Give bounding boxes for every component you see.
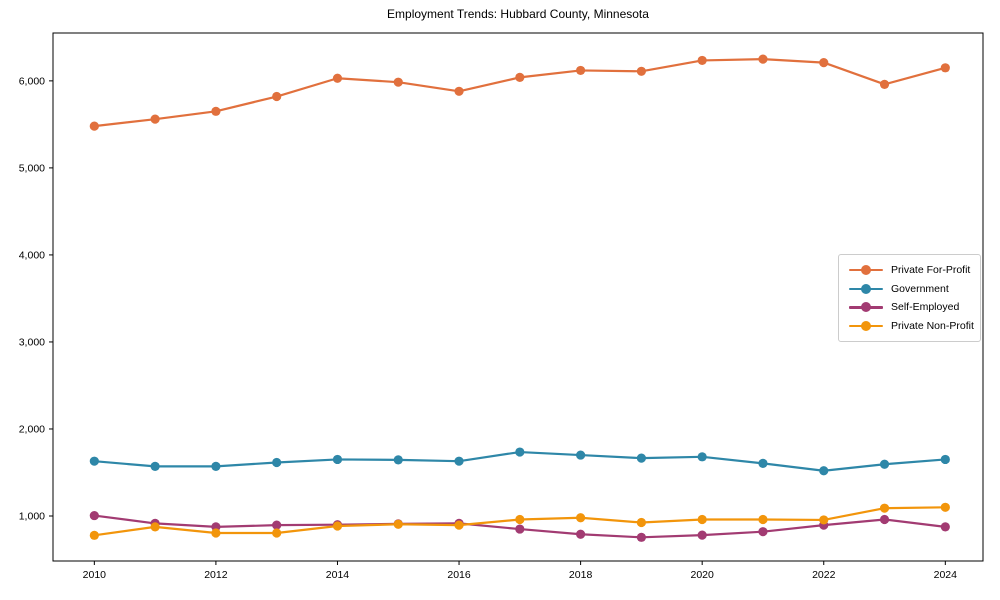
series-marker-private-non-profit: [879, 503, 890, 513]
series-marker-government: [879, 459, 890, 469]
series-marker-government: [636, 453, 646, 463]
y-tick-label: 4,000: [19, 249, 45, 261]
series-marker-private-non-profit: [819, 515, 829, 525]
legend-label: Private Non-Profit: [891, 319, 974, 332]
legend-marker-icon: [849, 265, 883, 275]
series-marker-private-for-profit: [636, 66, 646, 76]
series-marker-government: [576, 450, 586, 460]
series-line-private-for-profit: [93, 58, 947, 128]
series-marker-private-non-profit: [697, 514, 707, 525]
x-tick-label: 2010: [83, 569, 107, 581]
series-marker-private-for-profit: [940, 63, 950, 73]
series-marker-self-employed: [515, 524, 525, 534]
y-tick-label: 5,000: [19, 162, 45, 174]
legend-item-private-for-profit: Private For-Profit: [849, 261, 972, 279]
series-marker-private-non-profit: [636, 517, 646, 528]
legend-label: Private For-Profit: [891, 264, 971, 276]
series-marker-self-employed: [89, 510, 99, 521]
series-marker-private-for-profit: [332, 73, 343, 83]
y-tick-label: 6,000: [19, 75, 45, 87]
series-marker-private-for-profit: [393, 77, 403, 87]
series-marker-government: [211, 461, 221, 472]
series-marker-private-for-profit: [697, 55, 707, 66]
series-marker-government: [150, 461, 160, 472]
series-marker-self-employed: [758, 527, 768, 537]
series-marker-private-non-profit: [758, 514, 768, 525]
legend-marker-icon: [849, 320, 883, 331]
legend-marker-icon: [849, 283, 883, 294]
x-tick-label: 2022: [812, 569, 836, 581]
series-marker-private-for-profit: [515, 72, 525, 82]
series-marker-self-employed: [879, 514, 890, 525]
legend-item-government: Government: [849, 280, 972, 298]
series-marker-private-for-profit: [758, 54, 768, 64]
y-tick-label: 2,000: [19, 423, 45, 435]
series-marker-private-non-profit: [211, 528, 221, 538]
series-marker-private-non-profit: [150, 522, 160, 532]
series-marker-private-non-profit: [940, 502, 950, 512]
series-marker-government: [940, 454, 950, 465]
series-marker-government: [515, 447, 525, 457]
x-tick-label: 2012: [204, 569, 228, 581]
series-marker-government: [758, 458, 768, 468]
series-marker-private-non-profit: [576, 513, 586, 523]
x-tick-label: 2014: [326, 569, 350, 581]
legend: Private For-Profit Government Self-Employe…: [838, 254, 981, 342]
series-marker-self-employed: [272, 520, 282, 530]
legend-label: Self-Employed: [891, 301, 960, 314]
series-marker-government: [332, 454, 343, 465]
series-marker-self-employed: [697, 530, 707, 540]
series-marker-government: [819, 466, 829, 476]
axes-frame: [52, 32, 984, 562]
series-marker-self-employed: [576, 529, 586, 539]
legend-item-private-non-profit: Private Non-Profit: [849, 317, 974, 335]
series-marker-private-for-profit: [879, 79, 890, 89]
series-marker-private-for-profit: [454, 86, 464, 96]
series-marker-private-for-profit: [576, 65, 586, 76]
series-marker-private-non-profit: [393, 519, 403, 529]
legend-item-self-employed: Self-Employed: [849, 298, 972, 316]
series-marker-private-non-profit: [89, 530, 99, 540]
x-tick-label: 2016: [447, 569, 471, 581]
y-tick-label: 1,000: [19, 511, 45, 523]
x-tick-label: 2018: [569, 569, 593, 581]
legend-marker-icon: [849, 302, 883, 313]
x-tick-label: 2020: [690, 569, 714, 581]
legend-label: Government: [891, 282, 949, 295]
series-marker-self-employed: [940, 522, 950, 532]
series-marker-government: [272, 457, 282, 468]
series-marker-private-for-profit: [89, 121, 99, 131]
series-marker-government: [697, 452, 707, 462]
chart-title: Employment Trends: Hubbard County, Minne…: [387, 7, 649, 21]
series-marker-private-for-profit: [819, 57, 829, 68]
series-marker-private-non-profit: [515, 514, 525, 525]
y-tick-label: 3,000: [19, 336, 45, 348]
series-marker-private-for-profit: [150, 114, 160, 124]
series-marker-government: [393, 455, 403, 465]
x-tick-label: 2024: [934, 569, 958, 581]
series-marker-private-non-profit: [332, 521, 343, 531]
series-marker-self-employed: [636, 532, 646, 542]
series-marker-private-for-profit: [211, 106, 221, 116]
series-marker-government: [89, 456, 99, 466]
series-marker-private-non-profit: [272, 528, 282, 538]
series-marker-private-for-profit: [272, 91, 282, 102]
series-marker-private-non-profit: [454, 520, 464, 530]
series-marker-government: [454, 456, 464, 466]
